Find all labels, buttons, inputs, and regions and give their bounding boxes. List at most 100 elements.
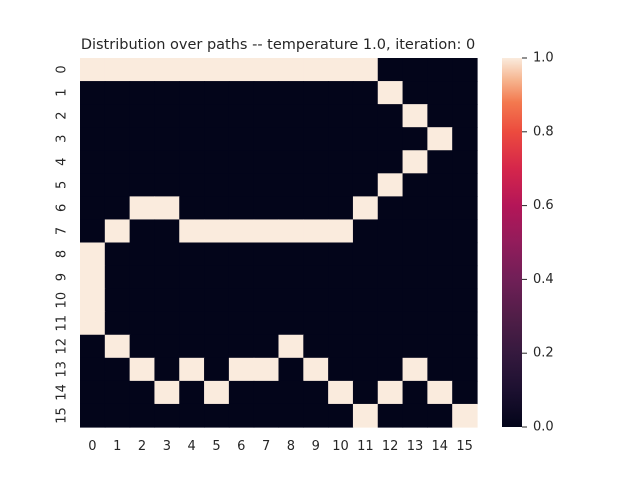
heatmap-cell-r14-c15 [452, 380, 478, 405]
heatmap-cell-r5-c7 [253, 173, 280, 197]
heatmap-cell-r1-c7 [253, 81, 280, 105]
heatmap-cell-r7-c6 [228, 219, 255, 244]
heatmap-cell-r5-c0 [80, 173, 106, 197]
heatmap-cell-r9-c10 [328, 265, 354, 290]
heatmap-cell-r6-c6 [228, 196, 255, 221]
heatmap-cell-r1-c11 [352, 81, 379, 105]
heatmap-cell-r13-c7 [253, 357, 280, 382]
y-tick-label-5: 5 [55, 181, 70, 189]
x-tick-label-9: 9 [312, 439, 320, 454]
heatmap-cell-r12-c1 [104, 334, 131, 359]
heatmap-cell-r13-c1 [104, 357, 131, 382]
heatmap-cell-r14-c2 [129, 380, 156, 405]
heatmap-cell-r8-c9 [303, 242, 329, 267]
x-tick-label-3: 3 [163, 439, 171, 454]
heatmap-cell-r12-c4 [179, 334, 205, 359]
heatmap-cell-r1-c4 [179, 81, 205, 105]
heatmap-cell-r7-c9 [303, 219, 329, 244]
heatmap-cell-r1-c8 [278, 81, 304, 105]
y-tick-label-11: 11 [55, 315, 70, 332]
heatmap-cell-r10-c4 [179, 288, 205, 313]
colorbar: 0.0 0.2 0.4 0.6 0.8 1.0 [502, 51, 554, 435]
heatmap-cell-r14-c6 [228, 380, 255, 405]
heatmap-cell-r6-c14 [427, 196, 453, 221]
x-axis-ticks: 0 1 2 3 4 5 6 7 8 9 10 11 12 13 14 15 [88, 439, 473, 454]
heatmap-cell-r8-c3 [154, 242, 180, 267]
heatmap-cell-r8-c7 [253, 242, 280, 267]
heatmap-cell-r4-c4 [179, 150, 205, 174]
heatmap-cell-r1-c5 [204, 81, 230, 105]
heatmap-cell-r2-c8 [278, 104, 304, 128]
heatmap-cell-r3-c5 [204, 127, 230, 151]
heatmap-cell-r9-c11 [352, 265, 379, 290]
heatmap-cell-r13-c15 [452, 357, 478, 382]
heatmap-cell-r13-c5 [204, 357, 230, 382]
heatmap-cell-r8-c11 [352, 242, 379, 267]
heatmap-cell-r12-c11 [352, 334, 379, 359]
heatmap-cell-r8-c13 [402, 242, 428, 267]
heatmap-cell-r1-c1 [104, 81, 131, 105]
heatmap-cell-r9-c14 [427, 265, 453, 290]
heatmap-cell-r0-c8 [278, 58, 304, 82]
heatmap-cell-r8-c2 [129, 242, 156, 267]
heatmap-cell-r10-c5 [204, 288, 230, 313]
heatmap-cell-r14-c1 [104, 380, 131, 405]
heatmap-cell-r4-c1 [104, 150, 131, 174]
heatmap-cell-r10-c15 [452, 288, 478, 313]
x-tick-label-4: 4 [188, 439, 196, 454]
heatmap-cell-r1-c12 [377, 81, 404, 105]
heatmap-cell-r3-c3 [154, 127, 180, 151]
heatmap-cell-r12-c8 [278, 334, 304, 359]
y-tick-label-3: 3 [55, 135, 70, 143]
heatmap-cell-r5-c8 [278, 173, 304, 197]
heatmap-cell-r2-c12 [377, 104, 404, 128]
heatmap-cell-r6-c4 [179, 196, 205, 221]
heatmap-cell-r13-c6 [228, 357, 255, 382]
y-tick-label-15: 15 [55, 407, 70, 424]
heatmap-cell-r8-c1 [104, 242, 131, 267]
heatmap-cell-r0-c7 [253, 58, 280, 82]
y-tick-label-8: 8 [55, 250, 70, 258]
heatmap-cell-r2-c14 [427, 104, 453, 128]
heatmap-cell-r4-c2 [129, 150, 156, 174]
heatmap-cell-r9-c8 [278, 265, 304, 290]
heatmap-cell-r15-c11 [352, 403, 379, 428]
heatmap-cell-r2-c7 [253, 104, 280, 128]
heatmap-cell-r12-c15 [452, 334, 478, 359]
heatmap-cell-r0-c5 [204, 58, 230, 82]
heatmap-cell-r6-c1 [104, 196, 131, 221]
heatmap-cell-r11-c6 [228, 311, 255, 336]
heatmap-cell-r15-c6 [228, 403, 255, 428]
heatmap-cell-r9-c9 [303, 265, 329, 290]
heatmap-cell-r8-c12 [377, 242, 404, 267]
heatmap-cell-r6-c11 [352, 196, 379, 221]
heatmap-cell-r14-c7 [253, 380, 280, 405]
heatmap-cell-r0-c10 [328, 58, 354, 82]
heatmap-cell-r9-c5 [204, 265, 230, 290]
x-tick-label-11: 11 [357, 439, 374, 454]
heatmap-cell-r6-c15 [452, 196, 478, 221]
heatmap-cell-r15-c1 [104, 403, 131, 428]
heatmap-cell-r9-c12 [377, 265, 404, 290]
heatmap-cell-r1-c13 [402, 81, 428, 105]
heatmap-cell-r13-c12 [377, 357, 404, 382]
heatmap-cell-r11-c14 [427, 311, 453, 336]
heatmap-cell-r8-c4 [179, 242, 205, 267]
heatmap-cell-r13-c11 [352, 357, 379, 382]
heatmap-cell-r15-c0 [80, 403, 106, 428]
heatmap-cell-r0-c9 [303, 58, 329, 82]
heatmap-cell-r10-c3 [154, 288, 180, 313]
heatmap-cell-r7-c10 [328, 219, 354, 244]
heatmap-cell-r14-c12 [377, 380, 404, 405]
heatmap-cell-r7-c4 [179, 219, 205, 244]
heatmap-cell-r1-c9 [303, 81, 329, 105]
heatmap-cell-r10-c8 [278, 288, 304, 313]
heatmap-cell-r2-c4 [179, 104, 205, 128]
heatmap-cell-r6-c7 [253, 196, 280, 221]
heatmap-cell-r3-c14 [427, 127, 453, 151]
heatmap-cell-r7-c0 [80, 219, 106, 244]
heatmap-cell-r3-c6 [228, 127, 255, 151]
heatmap-cell-r11-c4 [179, 311, 205, 336]
heatmap-cell-r4-c9 [303, 150, 329, 174]
